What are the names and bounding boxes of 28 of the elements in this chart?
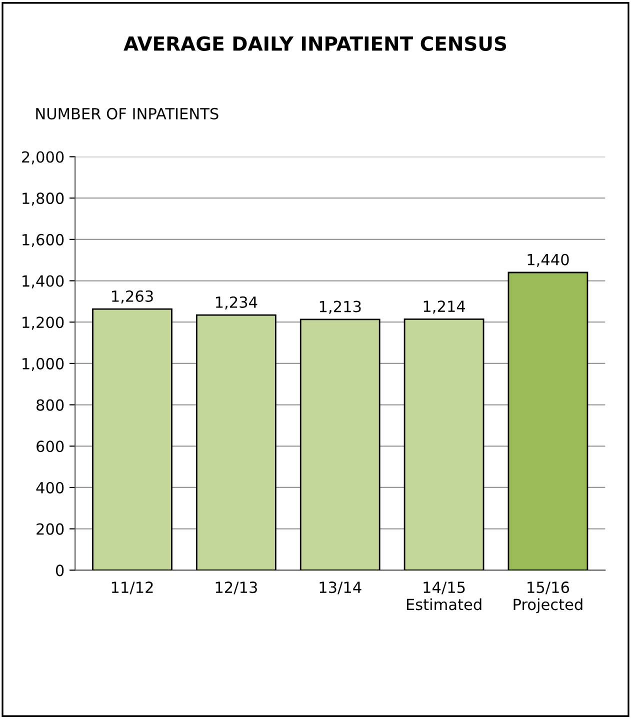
data-label: 1,214	[424, 300, 466, 314]
bar	[92, 308, 172, 570]
data-label: 1,263	[112, 290, 153, 304]
x-tick-label: 11/12	[112, 582, 153, 594]
y-tick-label: 400	[36, 482, 64, 494]
chart-title: AVERAGE DAILY INPATIENT CENSUS	[124, 36, 506, 51]
data-label: 1,440	[528, 254, 569, 267]
y-tick-label: 0	[56, 564, 64, 576]
y-tick-label: 800	[36, 399, 64, 411]
y-tick-label: 600	[36, 440, 64, 452]
y-tick-label: 1,400	[22, 275, 64, 288]
x-tick-label: 14/15 Estimated	[406, 582, 482, 610]
bar	[300, 318, 380, 570]
y-tick-label: 2,000	[22, 151, 64, 164]
data-label: 1,213	[320, 300, 361, 314]
y-tick-label: 1,600	[22, 234, 64, 248]
y-axis-title: NUMBER OF INPATIENTS	[36, 108, 218, 120]
y-tick-label: 200	[36, 523, 64, 535]
bar	[508, 272, 588, 570]
bar	[404, 318, 484, 570]
x-tick-label: 15/16 Projected	[514, 582, 582, 614]
y-tick-label: 1,800	[22, 192, 64, 206]
y-tick-label: 1,200	[22, 316, 64, 330]
data-label: 1,234	[216, 296, 258, 310]
y-tick-label: 1,000	[22, 358, 64, 372]
x-tick-label: 13/14	[320, 582, 362, 594]
bar	[196, 314, 276, 570]
x-tick-label: 12/13	[216, 582, 257, 594]
